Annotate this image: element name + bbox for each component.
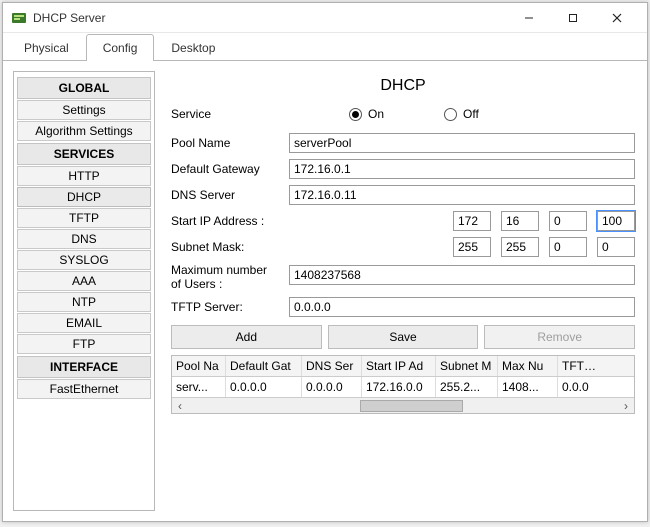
service-on-label: On xyxy=(368,107,384,121)
pool-name-label: Pool Name xyxy=(171,136,289,150)
service-row: Service On Off xyxy=(171,107,635,121)
sidebar-item-tftp[interactable]: TFTP xyxy=(17,208,151,228)
pool-name-row: Pool Name xyxy=(171,133,635,153)
sidebar-item-ntp[interactable]: NTP xyxy=(17,292,151,312)
sidebar-item-fastethernet[interactable]: FastEthernet xyxy=(17,379,151,399)
tftp-input[interactable] xyxy=(289,297,635,317)
sidebar-item-settings[interactable]: Settings xyxy=(17,100,151,120)
scroll-left-icon[interactable]: ‹ xyxy=(172,399,188,413)
col-pool-name[interactable]: Pool Na xyxy=(172,356,226,376)
sidebar-header-global: GLOBAL xyxy=(17,77,151,99)
table-row[interactable]: serv... 0.0.0.0 0.0.0.0 172.16.0.0 255.2… xyxy=(172,377,634,397)
cell-dns-server: 0.0.0.0 xyxy=(302,377,362,397)
dns-server-input[interactable] xyxy=(289,185,635,205)
col-subnet[interactable]: Subnet M xyxy=(436,356,498,376)
action-buttons: Add Save Remove xyxy=(171,325,635,349)
service-on-radio[interactable]: On xyxy=(349,107,384,121)
start-ip-label: Start IP Address : xyxy=(171,214,301,228)
cell-subnet: 255.2... xyxy=(436,377,498,397)
col-dns-server[interactable]: DNS Ser xyxy=(302,356,362,376)
start-ip-octet-1[interactable] xyxy=(453,211,491,231)
start-ip-octet-2[interactable] xyxy=(501,211,539,231)
col-default-gateway[interactable]: Default Gat xyxy=(226,356,302,376)
sidebar-item-http[interactable]: HTTP xyxy=(17,166,151,186)
col-max-users[interactable]: Max Nu xyxy=(498,356,558,376)
cell-tftp: 0.0.0 xyxy=(558,377,606,397)
col-start-ip[interactable]: Start IP Ad xyxy=(362,356,436,376)
subnet-row: Subnet Mask: xyxy=(171,237,635,257)
window-controls xyxy=(507,4,639,32)
table-header: Pool Na Default Gat DNS Ser Start IP Ad … xyxy=(172,356,634,377)
dns-server-label: DNS Server xyxy=(171,188,289,202)
cell-start-ip: 172.16.0.0 xyxy=(362,377,436,397)
cell-pool-name: serv... xyxy=(172,377,226,397)
tab-bar: Physical Config Desktop xyxy=(3,33,647,61)
dns-server-row: DNS Server xyxy=(171,185,635,205)
scroll-track[interactable] xyxy=(188,400,618,412)
radio-on-icon xyxy=(349,108,362,121)
max-users-row: Maximum number of Users : xyxy=(171,263,635,291)
window-title: DHCP Server xyxy=(33,11,507,25)
save-button[interactable]: Save xyxy=(328,325,479,349)
maximize-button[interactable] xyxy=(551,4,595,32)
scroll-thumb[interactable] xyxy=(360,400,463,412)
default-gateway-row: Default Gateway xyxy=(171,159,635,179)
app-icon xyxy=(11,10,27,26)
sidebar-item-dhcp[interactable]: DHCP xyxy=(17,187,151,207)
sidebar-item-ftp[interactable]: FTP xyxy=(17,334,151,354)
cell-default-gateway: 0.0.0.0 xyxy=(226,377,302,397)
app-window: DHCP Server Physical Config Desktop GLOB… xyxy=(2,2,648,522)
tab-desktop[interactable]: Desktop xyxy=(154,34,232,61)
sidebar-item-email[interactable]: EMAIL xyxy=(17,313,151,333)
subnet-octet-1[interactable] xyxy=(453,237,491,257)
main-panel: DHCP Service On Off Pool Name xyxy=(169,71,637,511)
start-ip-octets xyxy=(453,211,635,231)
minimize-button[interactable] xyxy=(507,4,551,32)
close-button[interactable] xyxy=(595,4,639,32)
max-users-label: Maximum number of Users : xyxy=(171,263,289,291)
sidebar: GLOBAL Settings Algorithm Settings SERVI… xyxy=(13,71,155,511)
scroll-right-icon[interactable]: › xyxy=(618,399,634,413)
start-ip-row: Start IP Address : xyxy=(171,211,635,231)
tftp-row: TFTP Server: xyxy=(171,297,635,317)
max-users-input[interactable] xyxy=(289,265,635,285)
pool-name-input[interactable] xyxy=(289,133,635,153)
pool-table: Pool Na Default Gat DNS Ser Start IP Ad … xyxy=(171,355,635,414)
sidebar-item-algorithm-settings[interactable]: Algorithm Settings xyxy=(17,121,151,141)
subnet-octet-2[interactable] xyxy=(501,237,539,257)
sidebar-item-dns[interactable]: DNS xyxy=(17,229,151,249)
add-button[interactable]: Add xyxy=(171,325,322,349)
content-area: GLOBAL Settings Algorithm Settings SERVI… xyxy=(3,61,647,521)
subnet-octet-3[interactable] xyxy=(549,237,587,257)
service-label: Service xyxy=(171,107,289,121)
subnet-label: Subnet Mask: xyxy=(171,240,301,254)
default-gateway-input[interactable] xyxy=(289,159,635,179)
cell-max-users: 1408... xyxy=(498,377,558,397)
start-ip-octet-4[interactable] xyxy=(597,211,635,231)
subnet-octets xyxy=(453,237,635,257)
page-title: DHCP xyxy=(171,77,635,95)
subnet-octet-4[interactable] xyxy=(597,237,635,257)
sidebar-item-syslog[interactable]: SYSLOG xyxy=(17,250,151,270)
service-radio-group: On Off xyxy=(349,107,479,121)
horizontal-scrollbar[interactable]: ‹ › xyxy=(172,397,634,413)
tab-physical[interactable]: Physical xyxy=(7,34,86,61)
sidebar-header-services: SERVICES xyxy=(17,143,151,165)
title-bar: DHCP Server xyxy=(3,3,647,33)
col-tftp[interactable]: TFTP S xyxy=(558,356,606,376)
default-gateway-label: Default Gateway xyxy=(171,162,289,176)
remove-button[interactable]: Remove xyxy=(484,325,635,349)
sidebar-header-interface: INTERFACE xyxy=(17,356,151,378)
tftp-label: TFTP Server: xyxy=(171,300,289,314)
service-off-radio[interactable]: Off xyxy=(444,107,479,121)
tab-config[interactable]: Config xyxy=(86,34,155,61)
service-off-label: Off xyxy=(463,107,479,121)
sidebar-item-aaa[interactable]: AAA xyxy=(17,271,151,291)
radio-off-icon xyxy=(444,108,457,121)
start-ip-octet-3[interactable] xyxy=(549,211,587,231)
